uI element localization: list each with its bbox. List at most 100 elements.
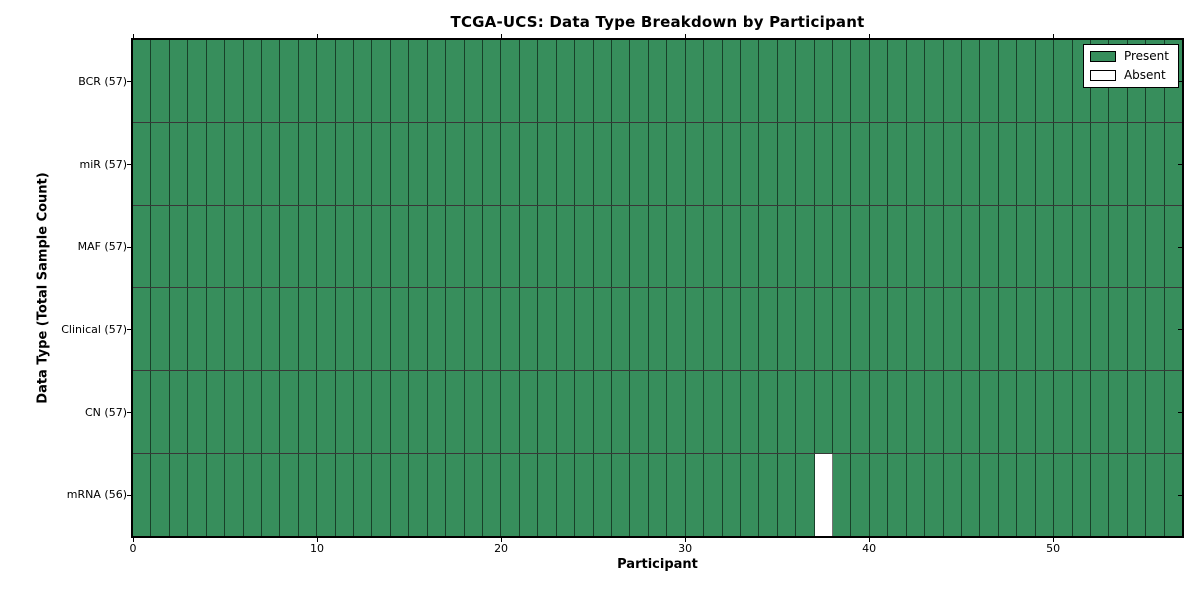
x-axis-title: Participant <box>617 557 698 572</box>
heatmap-cell <box>519 205 539 288</box>
heatmap-cell <box>538 205 557 288</box>
heatmap-cell <box>372 122 391 205</box>
heatmap-cell <box>243 205 262 288</box>
heatmap-cell <box>814 40 834 122</box>
heatmap-cell <box>501 40 520 122</box>
heatmap-cell <box>298 288 318 371</box>
heatmap-cell <box>777 371 797 454</box>
heatmap-cell <box>777 454 797 536</box>
heatmap-cell <box>961 205 981 288</box>
legend-item-present: Present <box>1089 50 1169 63</box>
heatmap-cell <box>133 288 152 371</box>
heatmap-cell <box>188 40 207 122</box>
heatmap-cell <box>169 288 189 371</box>
heatmap-cell <box>556 454 576 536</box>
heatmap-cell <box>593 288 612 371</box>
heatmap-row-mRNA <box>133 454 1183 536</box>
heatmap-cell <box>1072 205 1091 288</box>
heatmap-cell <box>1164 371 1183 454</box>
y-tick-label: CN (57) <box>85 405 127 419</box>
heatmap-cell <box>556 205 576 288</box>
heatmap-cell <box>483 288 502 371</box>
heatmap-cell <box>722 454 741 536</box>
heatmap-cell <box>575 371 594 454</box>
x-tick-mark <box>133 538 134 542</box>
heatmap-cell <box>169 40 189 122</box>
heatmap-cell <box>1054 205 1073 288</box>
heatmap-cell <box>704 122 723 205</box>
heatmap-cell <box>206 371 226 454</box>
heatmap-cell <box>206 122 226 205</box>
heatmap-cell <box>777 40 797 122</box>
heatmap-cell <box>483 205 502 288</box>
heatmap-cell <box>575 122 594 205</box>
heatmap-cell <box>151 40 170 122</box>
heatmap-cell <box>133 371 152 454</box>
heatmap-cell <box>483 122 502 205</box>
heatmap-cell <box>1035 40 1055 122</box>
x-tick-mark-top <box>133 34 134 38</box>
heatmap-cell <box>611 371 631 454</box>
heatmap-cell <box>998 122 1018 205</box>
heatmap-cell <box>869 205 889 288</box>
heatmap-cell <box>427 205 447 288</box>
heatmap-cell <box>501 288 520 371</box>
heatmap-cell <box>704 40 723 122</box>
heatmap-cell <box>980 288 999 371</box>
y-tick-label: mRNA (56) <box>66 488 127 502</box>
heatmap-cell <box>225 40 244 122</box>
heatmap-row-CN <box>133 371 1183 455</box>
heatmap-cell <box>206 288 226 371</box>
x-tick-label: 50 <box>1046 542 1061 555</box>
heatmap-cell <box>685 40 705 122</box>
heatmap-cell <box>925 288 944 371</box>
heatmap-cell <box>501 122 520 205</box>
heatmap-cell <box>372 371 391 454</box>
heatmap-cell <box>814 371 834 454</box>
heatmap-cell <box>243 371 262 454</box>
y-tick-mark <box>127 494 131 496</box>
heatmap-cell <box>648 288 668 371</box>
heatmap-cell <box>317 122 336 205</box>
y-tick-mark-right <box>1178 329 1182 331</box>
x-tick-label: 20 <box>494 542 509 555</box>
heatmap-row-miR <box>133 122 1183 206</box>
heatmap-cell <box>722 371 741 454</box>
heatmap-cell <box>335 122 355 205</box>
x-tick-label: 0 <box>129 542 137 555</box>
heatmap-cell <box>796 371 815 454</box>
heatmap-cell <box>759 288 778 371</box>
heatmap-cell <box>1090 454 1110 536</box>
heatmap-cell <box>206 40 226 122</box>
heatmap-cell <box>740 205 760 288</box>
heatmap-cell <box>409 205 428 288</box>
heatmap-cell <box>354 205 373 288</box>
heatmap-cell <box>851 205 870 288</box>
heatmap-cell <box>519 122 539 205</box>
y-tick-mark-right <box>1178 164 1182 165</box>
heatmap-cell <box>667 122 686 205</box>
heatmap-cell <box>685 122 705 205</box>
heatmap-cell <box>980 371 999 454</box>
heatmap-cell <box>667 40 686 122</box>
heatmap-cell <box>446 122 465 205</box>
heatmap-cell <box>1109 122 1128 205</box>
heatmap-cell <box>869 454 889 536</box>
heatmap-cell <box>888 454 907 536</box>
heatmap-cell <box>1035 371 1055 454</box>
heatmap-cell <box>538 40 557 122</box>
heatmap-cell <box>593 122 612 205</box>
heatmap-cell <box>225 454 244 536</box>
heatmap-cell <box>464 40 484 122</box>
y-tick-mark <box>127 81 131 83</box>
legend-label-absent: Absent <box>1123 68 1166 82</box>
heatmap-cell <box>1146 454 1165 536</box>
heatmap-cell <box>427 40 447 122</box>
heatmap-cell <box>1054 40 1073 122</box>
heatmap-cell <box>354 122 373 205</box>
heatmap-cell <box>704 205 723 288</box>
heatmap-cell <box>722 205 741 288</box>
heatmap-cell <box>777 122 797 205</box>
heatmap-cell <box>1054 454 1073 536</box>
chart-title: TCGA-UCS: Data Type Breakdown by Partici… <box>450 13 865 31</box>
